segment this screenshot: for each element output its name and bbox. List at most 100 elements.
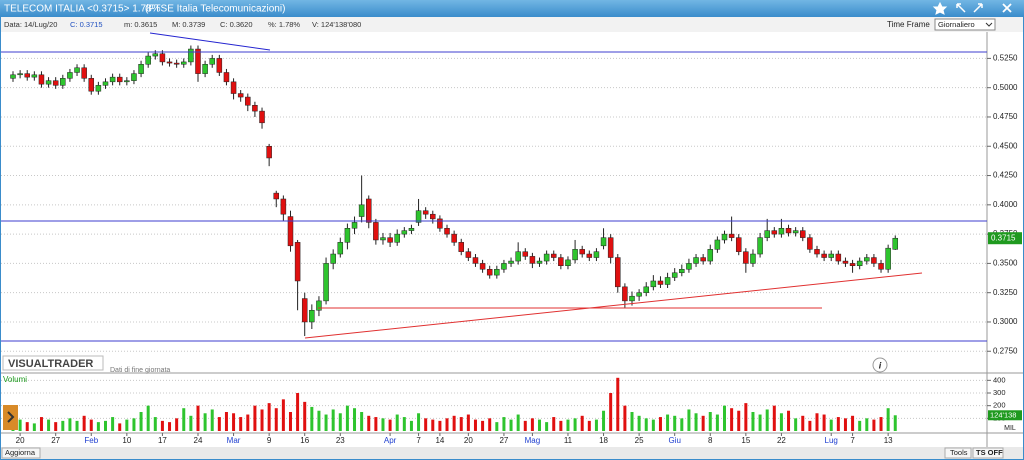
volume-bar — [452, 415, 456, 431]
candle-body — [74, 67, 80, 73]
candle-body — [273, 192, 280, 200]
refresh-label[interactable]: Aggiorna — [5, 448, 36, 457]
volume-bar — [779, 413, 783, 431]
candle-body — [757, 237, 763, 255]
volume-bar — [82, 415, 86, 431]
candle-body — [700, 257, 706, 262]
expand-icon[interactable] — [7, 411, 15, 423]
candle-body — [664, 277, 671, 285]
volume-bar — [545, 422, 549, 431]
tools-label[interactable]: Tools — [950, 448, 968, 457]
candle-body — [600, 237, 607, 247]
candle-body — [124, 80, 130, 83]
volume-bar — [502, 417, 506, 431]
candle-body — [266, 146, 272, 159]
x-tick-label: 8 — [708, 436, 713, 445]
arrow-icon[interactable] — [956, 3, 966, 13]
volume-bar — [680, 418, 684, 431]
volume-bar — [687, 409, 691, 431]
candle-body — [230, 81, 237, 94]
volume-bar — [559, 420, 563, 431]
volume-tick-label: 300 — [993, 388, 1006, 397]
candle-body — [721, 233, 728, 241]
info-icon[interactable]: i — [879, 360, 882, 370]
candle-body — [401, 230, 408, 235]
volume-bar — [893, 415, 897, 431]
close-icon[interactable] — [1002, 3, 1012, 13]
candle-body — [52, 80, 59, 86]
candle-body — [131, 73, 137, 81]
volume-bar — [516, 414, 520, 431]
candle-body — [522, 251, 529, 257]
x-tick-label: 27 — [499, 436, 508, 445]
brand-note: Dati di fine giornata — [110, 367, 170, 374]
volume-bar — [509, 419, 513, 431]
volume-bar — [253, 405, 257, 431]
expand-button[interactable] — [3, 405, 18, 430]
time-frame-select[interactable] — [934, 18, 996, 31]
refresh-button[interactable] — [1, 447, 41, 459]
volume-bar — [331, 409, 335, 431]
x-tick-label: 27 — [51, 436, 60, 445]
candle-body — [842, 260, 849, 264]
candle-body — [145, 55, 151, 65]
brand-box — [2, 355, 104, 371]
x-tick-label: Lug — [825, 436, 838, 445]
y-tick-label: 0.5000 — [993, 83, 1018, 92]
x-tick-label: 20 — [464, 436, 473, 445]
window-controls[interactable] — [932, 1, 1012, 15]
volume-bar — [111, 417, 115, 431]
candle-body — [294, 242, 301, 282]
candle-body — [323, 263, 329, 302]
candle-body — [287, 216, 294, 247]
volume-bar — [18, 419, 22, 431]
info-button[interactable] — [872, 357, 888, 373]
time-frame-value[interactable]: Giornaliero — [938, 20, 975, 29]
tools-button[interactable] — [944, 447, 972, 459]
candle-body — [31, 74, 38, 78]
candle-body — [543, 253, 550, 262]
volume-bar — [751, 412, 755, 431]
volume-bar — [438, 420, 442, 431]
volume-bar — [217, 417, 221, 431]
candle-body — [60, 78, 66, 86]
volume-tick-label: 400 — [993, 375, 1006, 384]
arrow-icon[interactable] — [973, 3, 983, 13]
candle-body — [102, 81, 109, 86]
candle-body — [593, 251, 600, 258]
candle-body — [864, 257, 870, 262]
candle-body — [650, 280, 657, 288]
volume-bar — [388, 419, 392, 431]
info-item: M: 0.3739 — [172, 20, 205, 29]
dropdown-arrow[interactable] — [985, 22, 993, 27]
volume-bar — [324, 414, 328, 431]
volume-bar — [651, 419, 655, 431]
ts-label[interactable]: TS OFF — [976, 448, 1003, 457]
candle-body — [38, 74, 45, 85]
candle-body — [835, 253, 842, 262]
x-tick-label: 15 — [741, 436, 750, 445]
volume-bar — [694, 413, 698, 431]
volume-bar — [851, 415, 855, 431]
chart-area — [1, 32, 1023, 447]
candle-body — [444, 228, 450, 235]
candle-body — [181, 61, 187, 65]
volume-bar — [495, 422, 499, 431]
candle-body — [494, 269, 500, 276]
candle-body — [116, 76, 123, 83]
volume-bar — [424, 418, 428, 431]
y-tick-label: 0.3500 — [993, 259, 1018, 268]
y-tick-label: 0.3000 — [993, 317, 1018, 326]
volume-unit: MIL — [1004, 425, 1016, 432]
volume-bar — [730, 408, 734, 431]
volume-bar — [338, 413, 342, 431]
volume-bar — [580, 415, 584, 431]
volume-bar — [132, 418, 136, 431]
volume-bar — [523, 420, 527, 431]
x-tick-label: 13 — [884, 436, 893, 445]
candle-body — [245, 96, 251, 106]
ts-button[interactable] — [972, 447, 1004, 459]
volume-bar — [431, 419, 435, 431]
volume-bar — [260, 409, 264, 431]
favorite-icon[interactable] — [932, 1, 948, 15]
